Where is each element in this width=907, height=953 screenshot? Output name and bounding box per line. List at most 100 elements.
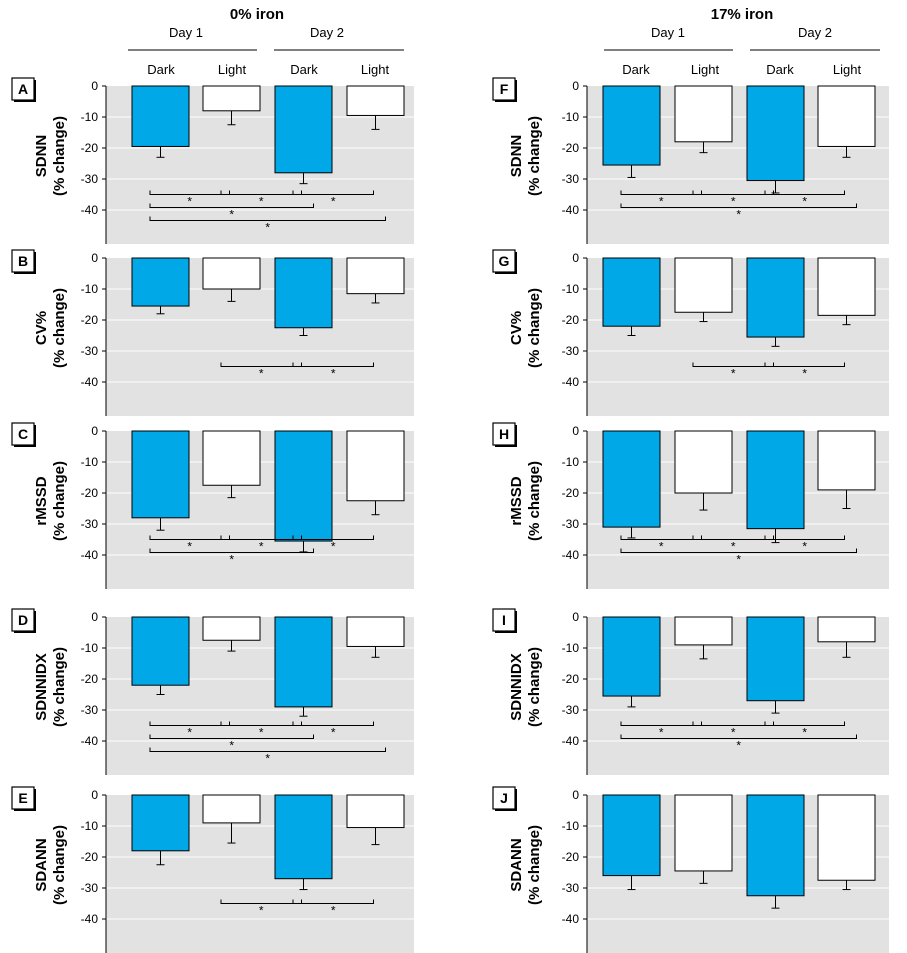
y-axis-label: (% change) — [526, 116, 543, 196]
bracket-line — [149, 535, 230, 540]
panel-letter: I — [492, 608, 517, 633]
panel-letter: E — [11, 786, 36, 811]
y-tick-label: -10 — [562, 819, 580, 833]
bracket-line — [292, 190, 374, 195]
significance-bracket: * — [764, 362, 845, 381]
bracket-line — [292, 362, 374, 367]
bracket-line — [292, 535, 374, 540]
condition-label: Dark — [290, 62, 318, 77]
bracket-line — [764, 362, 845, 367]
y-tick-label: -20 — [81, 141, 99, 155]
bar — [602, 794, 661, 877]
header-right: 17% iron Day 1 Day 2 Dark Light Dark Lig… — [604, 6, 880, 77]
panel-letter-box — [11, 608, 35, 632]
y-axis-label: SDNNIDX — [33, 653, 50, 721]
y-tick-label: -20 — [81, 313, 99, 327]
panel-letter: C — [11, 422, 36, 447]
bracket-line — [620, 190, 702, 195]
y-tick-label: -30 — [81, 344, 99, 358]
significance-star: * — [659, 540, 664, 554]
bar — [131, 85, 190, 147]
panel-g: 0 -10 -20 -30 -40 G CV% (% change) * * — [492, 249, 889, 416]
significance-bracket: * — [220, 721, 302, 740]
bracket-line — [620, 721, 702, 726]
day-label: Day 2 — [798, 25, 832, 40]
significance-star: * — [331, 904, 336, 918]
y-axis-label: (% change) — [526, 647, 543, 727]
significance-star: * — [265, 752, 270, 766]
panel-letter-box — [11, 249, 35, 273]
significance-star: * — [659, 726, 664, 740]
bar — [817, 430, 876, 491]
condition-label: Light — [218, 62, 247, 77]
bar — [817, 616, 876, 643]
significance-star: * — [265, 221, 270, 235]
significance-bracket: * — [692, 190, 774, 209]
significance-bracket: * — [620, 734, 857, 753]
bracket-line — [220, 362, 302, 367]
significance-star: * — [731, 726, 736, 740]
significance-star: * — [259, 904, 264, 918]
y-tick-label: -20 — [81, 672, 99, 686]
significance-star: * — [736, 208, 741, 222]
significance-star: * — [331, 540, 336, 554]
significance-star: * — [187, 195, 192, 209]
significance-bracket: * — [292, 899, 374, 918]
significance-star: * — [229, 553, 234, 567]
y-tick-label: -40 — [81, 912, 99, 926]
y-axis-label: SDNN — [33, 135, 50, 178]
panel-letter-box — [11, 786, 35, 810]
bracket-line — [692, 190, 774, 195]
y-tick-label: -20 — [562, 850, 580, 864]
y-tick-label: -30 — [562, 517, 580, 531]
significance-bracket: * — [692, 362, 774, 381]
y-tick-label: -10 — [81, 282, 99, 296]
column-title: 17% iron — [711, 6, 774, 23]
bar — [746, 85, 805, 182]
significance-bracket: * — [692, 721, 774, 740]
y-tick-label: -30 — [562, 703, 580, 717]
bar — [746, 430, 805, 530]
bar — [674, 616, 733, 646]
significance-star: * — [259, 540, 264, 554]
significance-bracket: * — [292, 362, 374, 381]
y-tick-label: -10 — [562, 455, 580, 469]
significance-star: * — [187, 540, 192, 554]
bracket-line — [764, 535, 845, 540]
panel-letter-text: F — [500, 81, 509, 97]
y-tick-label: -40 — [562, 375, 580, 389]
significance-bracket: * — [220, 899, 302, 918]
significance-bracket: * — [292, 190, 374, 209]
significance-bracket: * — [292, 535, 374, 554]
significance-star: * — [331, 726, 336, 740]
panel-letter-text: C — [18, 426, 28, 442]
panel-letter-text: J — [500, 790, 508, 806]
panel-letter-text: D — [18, 612, 28, 628]
bar — [202, 257, 261, 290]
significance-star: * — [802, 195, 807, 209]
bracket-line — [149, 190, 230, 195]
bracket-line — [220, 899, 302, 904]
significance-star: * — [731, 367, 736, 381]
y-tick-label: -40 — [562, 912, 580, 926]
bar — [131, 430, 190, 519]
bar — [674, 430, 733, 494]
bar — [746, 616, 805, 702]
y-tick-label: -10 — [562, 282, 580, 296]
bracket-line — [292, 899, 374, 904]
significance-bracket: * — [620, 548, 857, 567]
significance-star: * — [331, 195, 336, 209]
y-tick-label: -20 — [562, 672, 580, 686]
day-label: Day 1 — [651, 25, 685, 40]
significance-star: * — [259, 195, 264, 209]
panel-letter-box — [492, 77, 516, 101]
y-tick-label: 0 — [91, 424, 98, 438]
panel-b: 0 -10 -20 -30 -40 B CV% (% change) * * — [11, 249, 414, 416]
panel-letter: B — [11, 249, 36, 274]
bar — [602, 616, 661, 697]
significance-bracket: * — [220, 535, 302, 554]
bracket-line — [149, 203, 314, 208]
